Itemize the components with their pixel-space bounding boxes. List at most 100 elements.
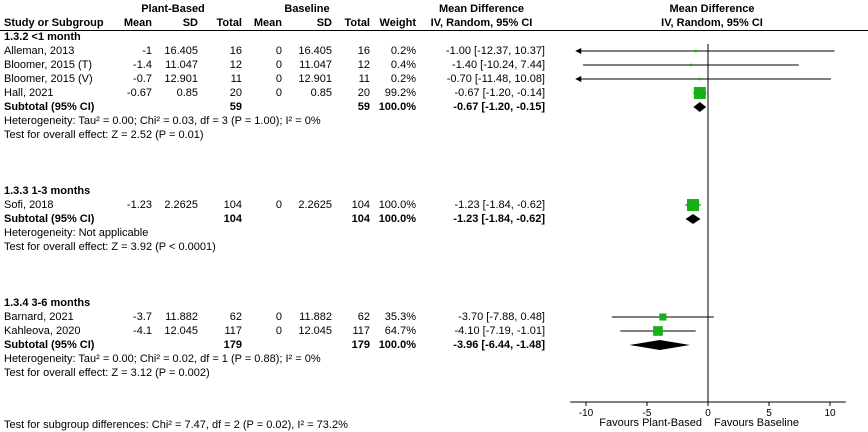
effect-square <box>694 49 697 53</box>
col-mean-plant-based: Mean <box>123 17 152 29</box>
mean-difference-value: -1.23 [-1.84, -0.62] <box>454 199 546 211</box>
mean-difference-value: -3.70 [-7.88, 0.48] <box>458 311 545 323</box>
study-row: Sofi, 2018 -1.23 2.2625 104 0 2.2625 104 100.0%… <box>0 198 868 212</box>
plant-based-sd: 2.2625 <box>164 199 198 211</box>
plant-based-sd: 12.901 <box>164 73 198 85</box>
plant-based-mean: -0.67 <box>126 87 152 99</box>
baseline-mean: 0 <box>275 199 282 211</box>
col-header-plant-based: Plant-Based <box>141 3 205 15</box>
plant-based-sd: 0.85 <box>176 87 198 99</box>
heterogeneity-text: Heterogeneity: Tau² = 0.00; Chi² = 0.02,… <box>4 353 321 365</box>
subtotal-diamond <box>685 214 701 224</box>
col-iv-random-ci: IV, Random, 95% CI <box>430 17 533 29</box>
mean-difference-value: -0.67 [-1.20, -0.14] <box>454 87 546 99</box>
axis-tick-label: -10 <box>579 408 594 419</box>
subtotal-diamond <box>629 340 690 350</box>
subtotal-label: Subtotal (95% CI) <box>4 339 95 351</box>
effect-square <box>698 77 701 81</box>
favours-right-label: Favours Baseline <box>714 417 799 429</box>
subtotal-baseline-total: 104 <box>351 213 370 225</box>
baseline-total: 104 <box>351 199 370 211</box>
baseline-total: 12 <box>357 59 370 71</box>
subgroup-difference-test: Test for subgroup differences: Chi² = 7.… <box>4 419 348 431</box>
plant-based-sd: 11.882 <box>165 311 198 323</box>
baseline-mean: 0 <box>275 59 282 71</box>
subgroup-title-row: 1.3.2 <1 month <box>0 30 868 44</box>
axis-tick-label: 5 <box>766 408 772 419</box>
ci-arrow-left <box>575 48 582 54</box>
axis-tick-label: 0 <box>705 408 711 419</box>
col-mean-baseline: Mean <box>253 17 282 29</box>
effect-square <box>659 313 667 321</box>
effect-square <box>689 63 693 67</box>
plant-based-total: 16 <box>229 45 242 57</box>
mean-difference-value: -4.10 [-7.19, -1.01] <box>454 325 546 337</box>
plant-based-total: 20 <box>229 87 242 99</box>
plant-based-total: 104 <box>223 199 242 211</box>
baseline-total: 62 <box>357 311 370 323</box>
study-row: Hall, 2021 -0.67 0.85 20 0 0.85 20 99.2% -0.67 [… <box>0 86 868 100</box>
axis-tick-label: -5 <box>643 408 652 419</box>
subgroup-title-row: 1.3.3 1-3 months <box>0 184 868 198</box>
heterogeneity-text: Heterogeneity: Not applicable <box>4 227 149 239</box>
plant-based-total: 62 <box>229 311 242 323</box>
study-name: Kahleova, 2020 <box>4 325 81 337</box>
plant-based-sd: 16.405 <box>164 45 198 57</box>
col-study-or-subgroup: Study or Subgroup <box>4 17 104 29</box>
subgroup-title-row: 1.3.4 3-6 months <box>0 296 868 310</box>
subtotal-row: Subtotal (95% CI) 179 179 100.0% -3.96 [-6.4… <box>0 338 868 352</box>
weight-value: 0.2% <box>390 73 416 85</box>
weight-value: 64.7% <box>384 325 416 337</box>
header-divider <box>0 30 868 31</box>
header-row-2: Study or Subgroup Mean SD Total Mean SD … <box>0 16 868 30</box>
subgroup-title: 1.3.3 1-3 months <box>4 185 91 197</box>
weight-value: 35.3% <box>384 311 416 323</box>
favours-left-label: Favours Plant-Based <box>599 417 702 429</box>
col-weight: Weight <box>379 17 416 29</box>
mean-difference-value: -1.40 [-10.24, 7.44] <box>452 59 545 71</box>
subgroup-title: 1.3.4 3-6 months <box>4 297 91 309</box>
baseline-total: 16 <box>357 45 370 57</box>
study-row: Kahleova, 2020 -4.1 12.045 117 0 12.045 117 64.… <box>0 324 868 338</box>
col-total-plant-based: Total <box>216 17 242 29</box>
plant-based-total: 12 <box>229 59 242 71</box>
baseline-sd: 12.901 <box>298 73 332 85</box>
subtotal-row: Subtotal (95% CI) 59 59 100.0% -0.67 [-1.20,… <box>0 100 868 114</box>
baseline-sd: 11.047 <box>299 59 332 71</box>
subtotal-mean-difference: -1.23 [-1.84, -0.62] <box>453 213 545 225</box>
subtotal-baseline-total: 59 <box>357 101 370 113</box>
plant-based-total: 11 <box>230 73 242 85</box>
subtotal-baseline-total: 179 <box>351 339 370 351</box>
study-name: Alleman, 2013 <box>4 45 75 57</box>
plant-based-mean: -1.23 <box>126 199 152 211</box>
plant-based-sd: 12.045 <box>164 325 198 337</box>
col-header-baseline: Baseline <box>284 3 330 15</box>
overall-effect-row: Test for overall effect: Z = 2.52 (P = 0… <box>0 128 868 142</box>
effect-square <box>693 87 706 99</box>
baseline-mean: 0 <box>275 325 282 337</box>
subgroup-title: 1.3.2 <1 month <box>4 31 81 43</box>
subtotal-weight: 100.0% <box>378 213 416 225</box>
col-header-mean-difference: Mean Difference <box>439 3 524 15</box>
heterogeneity-text: Heterogeneity: Tau² = 0.00; Chi² = 0.03,… <box>4 115 321 127</box>
baseline-mean: 0 <box>275 45 282 57</box>
baseline-mean: 0 <box>275 311 282 323</box>
study-name: Bloomer, 2015 (V) <box>4 73 93 85</box>
overall-effect-text: Test for overall effect: Z = 3.12 (P = 0… <box>4 367 210 379</box>
study-row: Bloomer, 2015 (T) -1.4 11.047 12 0 11.047 12 0.… <box>0 58 868 72</box>
plant-based-total: 117 <box>224 325 242 337</box>
overall-effect-row: Test for overall effect: Z = 3.12 (P = 0… <box>0 366 868 380</box>
baseline-total: 11 <box>358 73 370 85</box>
header-row-1: Plant-Based Baseline Mean Difference Mea… <box>0 2 868 16</box>
overall-effect-text: Test for overall effect: Z = 3.92 (P < 0… <box>4 241 216 253</box>
subtotal-mean-difference: -3.96 [-6.44, -1.48] <box>453 339 545 351</box>
baseline-mean: 0 <box>275 87 282 99</box>
heterogeneity-row: Heterogeneity: Not applicable <box>0 226 868 240</box>
subtotal-weight: 100.0% <box>378 339 416 351</box>
study-name: Bloomer, 2015 (T) <box>4 59 93 71</box>
subtotal-plant-based-total: 104 <box>223 213 242 225</box>
subtotal-diamond <box>693 102 707 112</box>
col-total-baseline: Total <box>344 17 370 29</box>
baseline-sd: 11.882 <box>299 311 332 323</box>
